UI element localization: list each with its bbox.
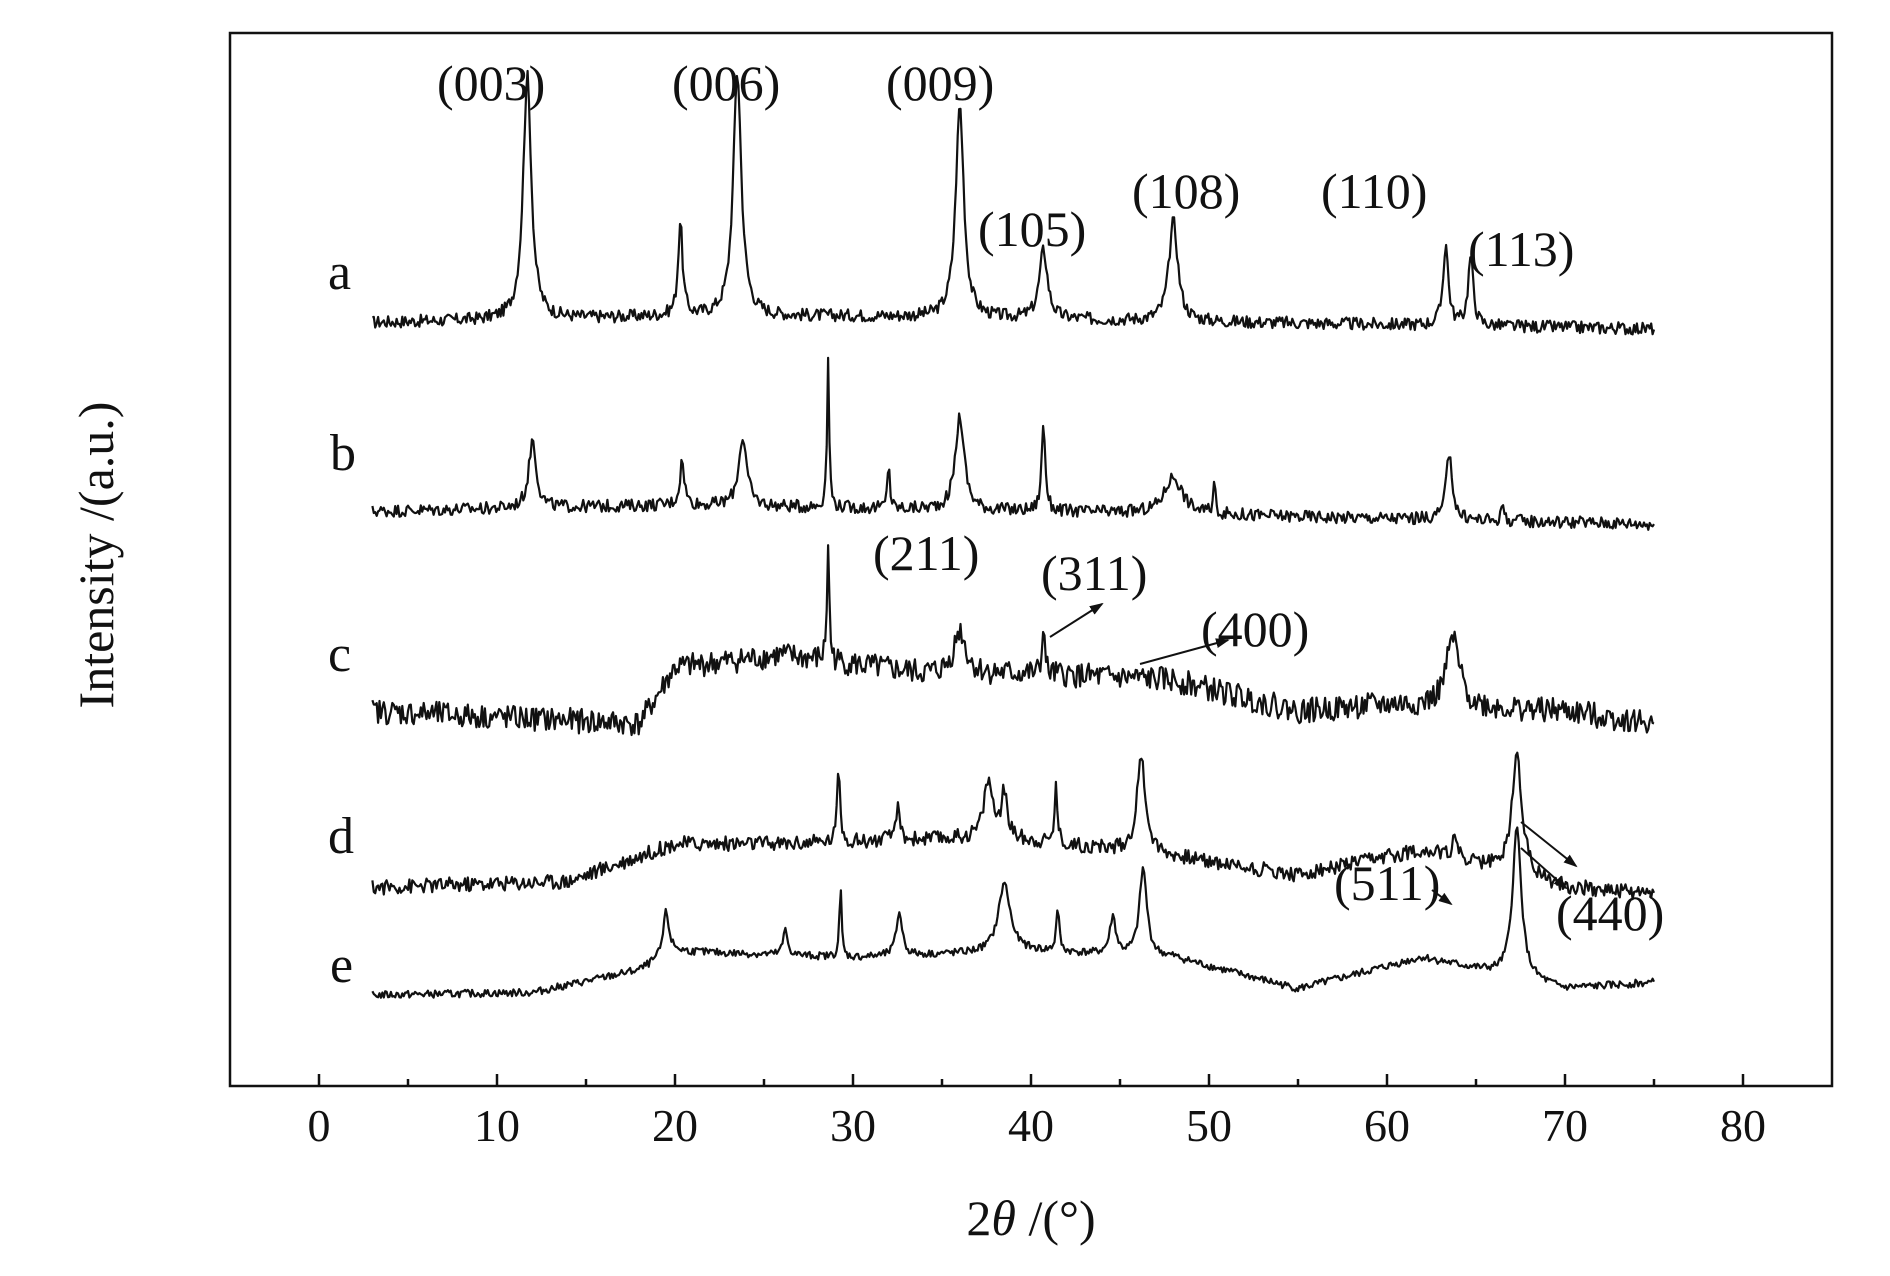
annotation-113: (113) — [1468, 221, 1574, 277]
x-tick-label: 20 — [652, 1100, 698, 1151]
arrow-440-top — [1520, 821, 1578, 868]
arrow-440-bottom — [1520, 847, 1568, 890]
x-tick-label: 60 — [1364, 1100, 1410, 1151]
x-axis-label-theta: θ — [991, 1190, 1016, 1246]
y-axis-label: Intensity /(a.u.) — [68, 402, 124, 709]
annotation-110: (110) — [1321, 163, 1427, 219]
annotation-arrows — [1049, 602, 1578, 906]
annotation-105: (105) — [978, 201, 1086, 257]
x-tick-label: 30 — [830, 1100, 876, 1151]
series-trace-a — [372, 69, 1656, 336]
x-tick-label: 0 — [308, 1100, 331, 1151]
x-tick-label: 70 — [1542, 1100, 1588, 1151]
annotation-311: (311) — [1041, 545, 1147, 601]
peak-annotations: (003) (006) (009) (105) (108) (110) (113… — [437, 55, 1664, 941]
x-tick-label: 40 — [1008, 1100, 1054, 1151]
x-tick-label: 80 — [1720, 1100, 1766, 1151]
series-label-c: c — [328, 626, 351, 683]
arrow-400 — [1139, 638, 1230, 665]
annotation-009: (009) — [886, 55, 994, 111]
series-trace-e — [371, 826, 1655, 999]
annotation-440: (440) — [1556, 885, 1664, 941]
annotation-211: (211) — [873, 525, 979, 581]
series-trace-b — [371, 356, 1655, 531]
annotation-400: (400) — [1201, 601, 1309, 657]
series-label-b: b — [330, 425, 356, 482]
arrow-511 — [1431, 889, 1453, 906]
x-axis-label-unit: /(°) — [1016, 1190, 1096, 1246]
x-axis-label: 2θ /(°) — [966, 1190, 1095, 1246]
annotation-511: (511) — [1334, 855, 1440, 911]
series-label-d: d — [328, 808, 354, 865]
annotation-003: (003) — [437, 55, 545, 111]
x-axis-label-main: 2 — [966, 1190, 991, 1246]
annotation-006: (006) — [672, 55, 780, 111]
series-traces — [371, 69, 1656, 999]
series-trace-d — [371, 751, 1656, 901]
x-tick-label: 10 — [474, 1100, 520, 1151]
series-label-a: a — [328, 244, 351, 301]
series-trace-c — [371, 544, 1655, 737]
arrow-311 — [1049, 602, 1104, 638]
series-labels: a b c d e — [328, 244, 356, 994]
x-tick-label: 50 — [1186, 1100, 1232, 1151]
x-axis-ticks: 0 10 20 30 40 50 60 70 80 — [308, 1074, 1766, 1151]
annotation-108: (108) — [1132, 163, 1240, 219]
series-label-e: e — [330, 937, 353, 994]
